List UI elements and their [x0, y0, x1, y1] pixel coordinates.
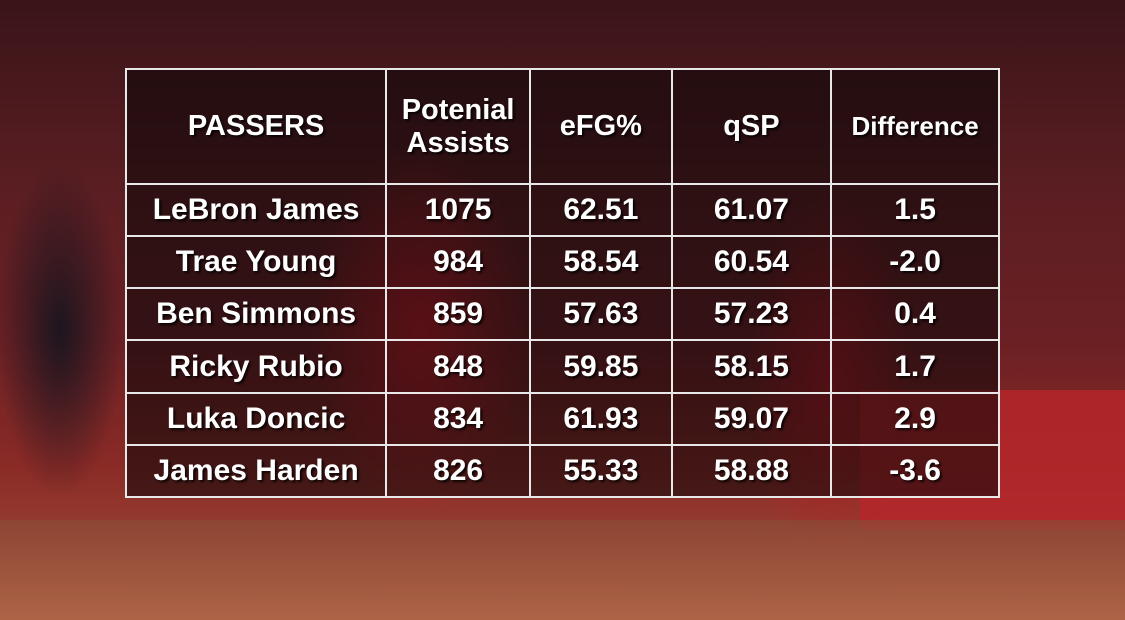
stat-cell: 62.51 — [529, 182, 673, 238]
stat-cell: 58.88 — [670, 443, 833, 499]
stat-cell: 984 — [385, 235, 532, 290]
player-name: LeBron James — [124, 182, 388, 238]
header-row: PASSERS Potenial Assists eFG% qSP Difference — [124, 68, 1000, 185]
stat-cell: 61.93 — [529, 391, 673, 446]
stat-cell: -2.0 — [830, 235, 1000, 290]
stat-cell: 61.07 — [670, 182, 833, 238]
stat-cell: 834 — [385, 391, 532, 446]
table-row: Ben Simmons 859 57.63 57.23 0.4 — [124, 287, 1000, 342]
header-cell: eFG% — [529, 68, 673, 185]
table-row: LeBron James 1075 62.51 61.07 1.5 — [124, 182, 1000, 238]
table-row: Trae Young 984 58.54 60.54 -2.0 — [124, 235, 1000, 290]
stat-cell: 1.7 — [830, 339, 1000, 394]
header-cell: PASSERS — [124, 68, 388, 185]
stat-cell: 1075 — [385, 182, 532, 238]
stat-cell: 0.4 — [830, 287, 1000, 342]
header-cell: Difference — [830, 68, 1000, 185]
stat-cell: 2.9 — [830, 391, 1000, 446]
table-row: Luka Doncic 834 61.93 59.07 2.9 — [124, 391, 1000, 446]
stat-cell: -3.6 — [830, 443, 1000, 499]
stat-cell: 848 — [385, 339, 532, 394]
stat-cell: 59.07 — [670, 391, 833, 446]
player-name: James Harden — [124, 443, 388, 499]
stat-cell: 58.15 — [670, 339, 833, 394]
table-body: LeBron James 1075 62.51 61.07 1.5 Trae Young 9… — [124, 182, 1000, 499]
table-row: Ricky Rubio 848 59.85 58.15 1.7 — [124, 339, 1000, 394]
stat-cell: 60.54 — [670, 235, 833, 290]
stat-cell: 59.85 — [529, 339, 673, 394]
stat-cell: 826 — [385, 443, 532, 499]
header-cell: qSP — [670, 68, 833, 185]
stats-table: PASSERS Potenial Assists eFG% qSP Difference… — [124, 68, 1000, 499]
stat-cell: 1.5 — [830, 182, 1000, 238]
player-name: Ben Simmons — [124, 287, 388, 342]
header-cell: Potenial Assists — [385, 68, 532, 185]
stat-cell: 859 — [385, 287, 532, 342]
table-row: James Harden 826 55.33 58.88 -3.6 — [124, 443, 1000, 499]
stat-cell: 55.33 — [529, 443, 673, 499]
stat-cell: 57.23 — [670, 287, 833, 342]
player-name: Luka Doncic — [124, 391, 388, 446]
stat-cell: 58.54 — [529, 235, 673, 290]
stat-cell: 57.63 — [529, 287, 673, 342]
player-name: Trae Young — [124, 235, 388, 290]
background-floor — [0, 520, 1125, 620]
player-name: Ricky Rubio — [124, 339, 388, 394]
